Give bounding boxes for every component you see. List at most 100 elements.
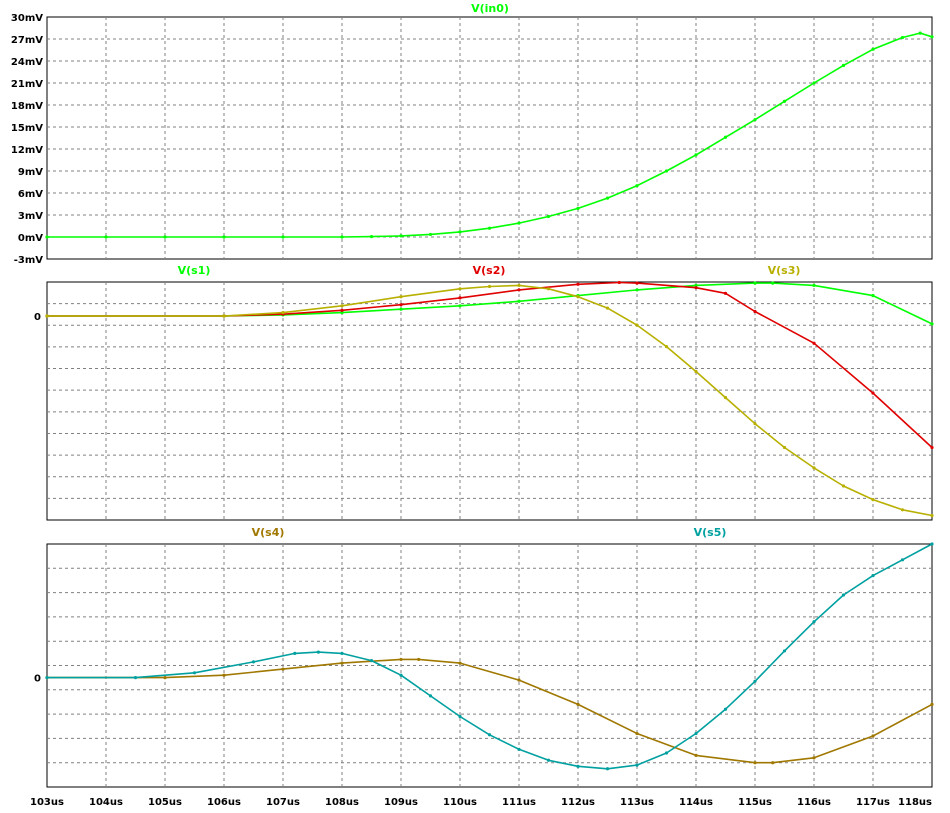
data-point xyxy=(369,235,374,239)
data-point xyxy=(163,235,167,239)
data-point xyxy=(251,660,256,664)
data-point xyxy=(871,573,875,578)
data-point xyxy=(546,214,551,219)
y-tick-label: 27mV xyxy=(11,35,43,46)
x-tick-label: 106us xyxy=(207,797,241,808)
data-point xyxy=(635,731,639,736)
series-line-vs2 xyxy=(47,281,933,449)
data-point xyxy=(340,661,344,665)
pane-s4-s5: 0 V(s4) V(s5) xyxy=(34,526,934,788)
x-tick-label: 108us xyxy=(325,797,359,808)
data-point xyxy=(517,221,521,225)
pane-in0: 30mV 27mV 24mV 21mV 18mV 15mV 12mV 9mV 6mV 3mV 0mV… xyxy=(11,2,934,266)
data-point xyxy=(723,396,728,400)
trace-title[interactable]: V(s5) xyxy=(694,526,727,539)
data-point xyxy=(281,311,285,315)
x-tick-label: 109us xyxy=(384,797,418,808)
data-point xyxy=(399,657,403,662)
data-point xyxy=(576,702,580,706)
data-point xyxy=(340,235,344,239)
data-point xyxy=(458,287,462,291)
data-point xyxy=(192,671,197,675)
data-point xyxy=(222,235,226,239)
data-point xyxy=(45,235,49,239)
x-tick-label: 107us xyxy=(266,797,300,808)
data-point xyxy=(133,676,138,680)
series-line-vs3 xyxy=(47,284,933,517)
data-point xyxy=(635,763,639,767)
data-point xyxy=(871,294,875,298)
x-tick-label: 104us xyxy=(89,797,123,808)
data-point xyxy=(664,345,669,349)
data-point xyxy=(812,81,816,85)
data-point xyxy=(694,286,698,290)
data-point xyxy=(635,288,639,292)
data-point xyxy=(45,314,49,318)
data-point xyxy=(281,667,285,671)
data-point xyxy=(458,296,462,300)
trace-title[interactable]: V(s3) xyxy=(768,264,801,277)
data-point xyxy=(812,466,816,470)
data-point xyxy=(771,281,775,285)
data-point xyxy=(605,306,610,310)
data-point xyxy=(546,287,551,291)
data-point xyxy=(812,283,816,287)
data-point xyxy=(517,283,521,287)
trace-title[interactable]: V(in0) xyxy=(471,2,509,15)
data-point xyxy=(487,284,492,289)
data-point xyxy=(723,707,728,711)
data-point xyxy=(753,422,757,426)
data-point xyxy=(576,295,580,299)
y-tick-label: 15mV xyxy=(11,123,43,134)
data-point xyxy=(222,314,226,318)
plot-frame xyxy=(46,16,933,260)
data-point xyxy=(812,620,816,624)
data-point xyxy=(458,230,462,234)
data-point xyxy=(576,764,580,768)
y-tick-label: 30mV xyxy=(11,13,43,24)
data-point xyxy=(340,308,344,312)
data-point xyxy=(694,731,698,736)
x-tick-label: 105us xyxy=(148,797,182,808)
trace-title[interactable]: V(s1) xyxy=(178,264,211,277)
data-point xyxy=(930,702,934,706)
data-point xyxy=(753,679,757,683)
x-tick-label: 111us xyxy=(502,797,536,808)
pane-s1-s2-s3: 0 V(s1) V(s2) V(s3) xyxy=(34,264,934,521)
data-point xyxy=(930,322,934,326)
data-point xyxy=(753,118,757,122)
data-point xyxy=(841,593,846,597)
data-point xyxy=(782,99,787,103)
y-tick-label: 0 xyxy=(34,312,41,323)
data-point xyxy=(517,288,521,292)
trace-title[interactable]: V(s4) xyxy=(252,526,285,539)
data-point xyxy=(546,758,551,762)
data-point xyxy=(428,694,433,698)
data-point xyxy=(930,542,934,546)
data-point xyxy=(399,234,403,238)
trace-title[interactable]: V(s2) xyxy=(473,264,506,277)
data-point xyxy=(694,283,698,287)
y-tick-label: 9mV xyxy=(18,167,43,178)
plot-frame xyxy=(46,281,933,521)
y-tick-label: 21mV xyxy=(11,79,43,90)
data-point xyxy=(487,733,492,737)
data-point xyxy=(930,445,934,450)
data-point xyxy=(812,341,816,345)
data-point xyxy=(753,309,757,314)
data-point xyxy=(399,303,403,307)
data-point xyxy=(399,295,403,299)
data-point xyxy=(45,676,49,680)
data-point xyxy=(635,323,639,327)
y-tick-label: 18mV xyxy=(11,101,43,112)
data-point xyxy=(458,714,462,719)
data-point xyxy=(694,753,698,758)
data-point xyxy=(340,651,344,655)
x-tick-label: 103us xyxy=(30,797,64,808)
data-point xyxy=(771,761,775,765)
y-tick-label: 6mV xyxy=(18,189,43,200)
data-point xyxy=(694,369,698,374)
data-point xyxy=(871,498,875,502)
x-tick-label: 116us xyxy=(797,797,831,808)
